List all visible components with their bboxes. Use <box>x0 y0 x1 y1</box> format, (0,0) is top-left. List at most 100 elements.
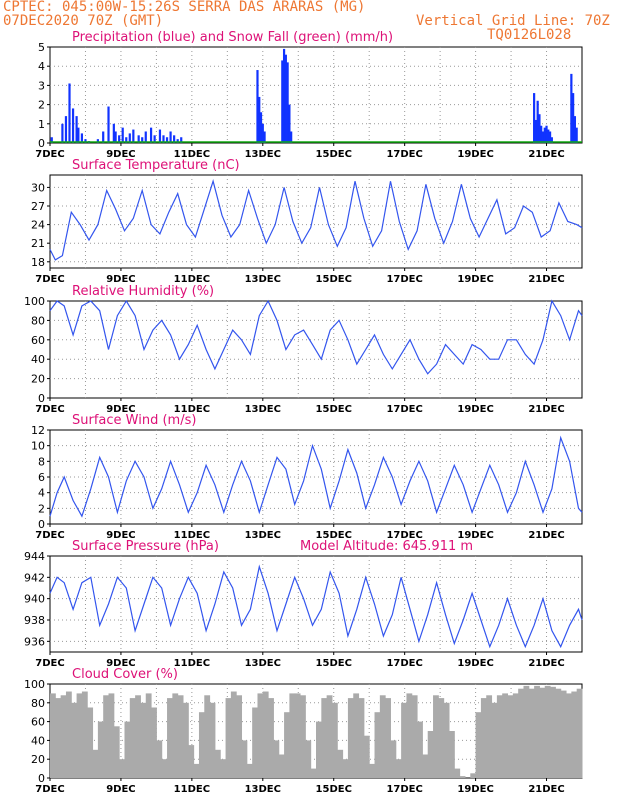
cloud-cover-bar <box>326 695 333 778</box>
precipitation-ytick-label: 5 <box>38 41 45 54</box>
cloud-cover-bar <box>411 695 418 778</box>
cloud-cover-bar <box>491 702 498 778</box>
humidity-xtick-label: 11DEC <box>174 404 210 415</box>
wind-xtick-label: 21DEC <box>528 530 564 541</box>
wind-xtick-label: 7DEC <box>35 530 64 541</box>
wind-ytick-label: 8 <box>38 455 45 468</box>
temperature-xtick-label: 17DEC <box>386 274 422 285</box>
precipitation-xtick-label: 9DEC <box>106 149 135 160</box>
humidity-panel: 0 20 40 60 80 100 7DEC 9DEC 11DEC 13DEC 15DEC 17DEC… <box>24 284 583 415</box>
run-date: 07DEC2020 70Z (GMT) <box>3 13 164 29</box>
cloud-cover-xtick-label: 7DEC <box>35 784 64 795</box>
precipitation-bar <box>573 116 577 143</box>
precipitation-bar <box>96 139 99 143</box>
precipitation-bar <box>284 54 287 143</box>
cloud-cover-bar <box>50 693 56 778</box>
cloud-cover-bar <box>151 707 157 778</box>
precipitation-bar <box>141 137 144 143</box>
wind-xtick-label: 13DEC <box>245 530 281 541</box>
cloud-cover-bar <box>156 740 163 778</box>
precipitation-bar <box>540 125 543 143</box>
wind-ytick-label: 0 <box>38 518 45 531</box>
cloud-cover-bar <box>443 702 450 778</box>
cloud-cover-bar <box>369 763 376 778</box>
precipitation-bar <box>548 131 552 143</box>
temperature-xtick-label: 7DEC <box>35 274 64 285</box>
wind-panel: 0 2 4 6 8 10 12 7DEC 9DEC 11DEC 13DEC 15DEC 17DEC 19D… <box>31 413 583 541</box>
precipitation-bar <box>282 48 286 143</box>
cloud-cover-xtick-label: 11DEC <box>174 784 210 795</box>
cloud-cover-bar <box>342 759 349 778</box>
precipitation-bar <box>114 131 117 143</box>
cloud-cover-bar <box>188 745 195 778</box>
pressure-ytick-label: 942 <box>24 571 45 584</box>
cloud-cover-xtick-label: 21DEC <box>528 784 564 795</box>
cloud-cover-xtick-label: 9DEC <box>106 784 135 795</box>
temperature-xtick-label: 19DEC <box>457 274 493 285</box>
pressure-annotation: Model Altitude: 645.911 m <box>300 539 473 554</box>
cloud-cover-bar <box>209 702 216 778</box>
model-code: TQ0126L028 <box>487 27 572 43</box>
precipitation-bar <box>572 93 575 143</box>
cloud-cover-bar <box>544 685 551 778</box>
humidity-series-line <box>49 299 583 375</box>
precipitation-bar <box>158 129 162 143</box>
cloud-cover-bar <box>385 698 391 778</box>
precipitation-bar <box>543 127 546 143</box>
temperature-panel: 18 21 24 27 30 7DEC 9DEC 11DEC 13DEC 15DEC 17DEC 19… <box>31 158 583 285</box>
precipitation-bar <box>536 100 539 143</box>
cloud-cover-bar <box>576 688 583 778</box>
wind-xtick-label: 11DEC <box>174 530 210 541</box>
wind-ytick-label: 4 <box>38 487 45 500</box>
cloud-cover-bar <box>395 759 402 778</box>
humidity-ytick-label: 80 <box>31 314 45 327</box>
humidity-xtick-label: 21DEC <box>528 404 564 415</box>
cloud-cover-xtick-label: 15DEC <box>316 784 352 795</box>
cloud-cover-bar <box>268 698 274 778</box>
cloud-cover-xtick-label: 17DEC <box>386 784 422 795</box>
pressure-panel: 936 938 940 942 944 7DEC 9DEC 11DEC 13DEC 15DEC 17… <box>24 539 583 669</box>
cloud-cover-bar <box>459 776 466 778</box>
cloud-cover-bar <box>92 749 99 778</box>
cloud-cover-bar <box>113 726 120 778</box>
precipitation-xtick-label: 15DEC <box>316 149 352 160</box>
cloud-cover-bar <box>76 693 83 778</box>
cloud-cover-bar <box>183 702 189 778</box>
cloud-cover-bar <box>438 698 445 778</box>
cloud-cover-bar <box>518 688 524 778</box>
cloud-cover-bar <box>390 740 397 778</box>
cloud-cover-bar <box>284 712 290 778</box>
wind-xtick-label: 15DEC <box>316 530 352 541</box>
cloud-cover-bar <box>140 702 147 778</box>
humidity-xtick-label: 17DEC <box>386 404 422 415</box>
pressure-xtick-label: 15DEC <box>316 658 352 669</box>
pressure-frame <box>49 555 583 653</box>
wind-ytick-label: 6 <box>38 471 45 484</box>
precipitation-bar <box>173 135 176 143</box>
precipitation-bar <box>259 112 263 143</box>
cloud-cover-bar <box>316 721 322 778</box>
precipitation-bar <box>290 131 293 143</box>
cloud-cover-ytick-label: 40 <box>31 734 45 747</box>
precipitation-bar <box>75 116 78 143</box>
humidity-xtick-label: 13DEC <box>245 404 281 415</box>
cloud-cover-bar <box>470 773 477 778</box>
precipitation-bar <box>107 106 110 143</box>
wind-title: Surface Wind (m/s) <box>72 413 196 428</box>
wind-xtick-label: 17DEC <box>386 530 422 541</box>
cloud-cover-bar <box>496 695 503 778</box>
cloud-cover-bar <box>214 749 221 778</box>
cloud-cover-bar <box>257 693 264 778</box>
precipitation-bar <box>144 131 147 143</box>
humidity-ytick-label: 40 <box>31 353 45 366</box>
cloud-cover-bar <box>305 740 312 778</box>
cloud-cover-bar <box>204 695 211 778</box>
precipitation-xtick-label: 17DEC <box>386 149 422 160</box>
precipitation-xtick-label: 11DEC <box>174 149 210 160</box>
precipitation-bar <box>538 114 541 143</box>
precipitation-bar <box>71 108 75 143</box>
wind-ytick-label: 2 <box>38 502 45 515</box>
cloud-cover-ytick-label: 60 <box>31 716 45 729</box>
cloud-cover-bar <box>81 691 88 778</box>
cloud-cover-ytick-label: 0 <box>38 772 45 785</box>
